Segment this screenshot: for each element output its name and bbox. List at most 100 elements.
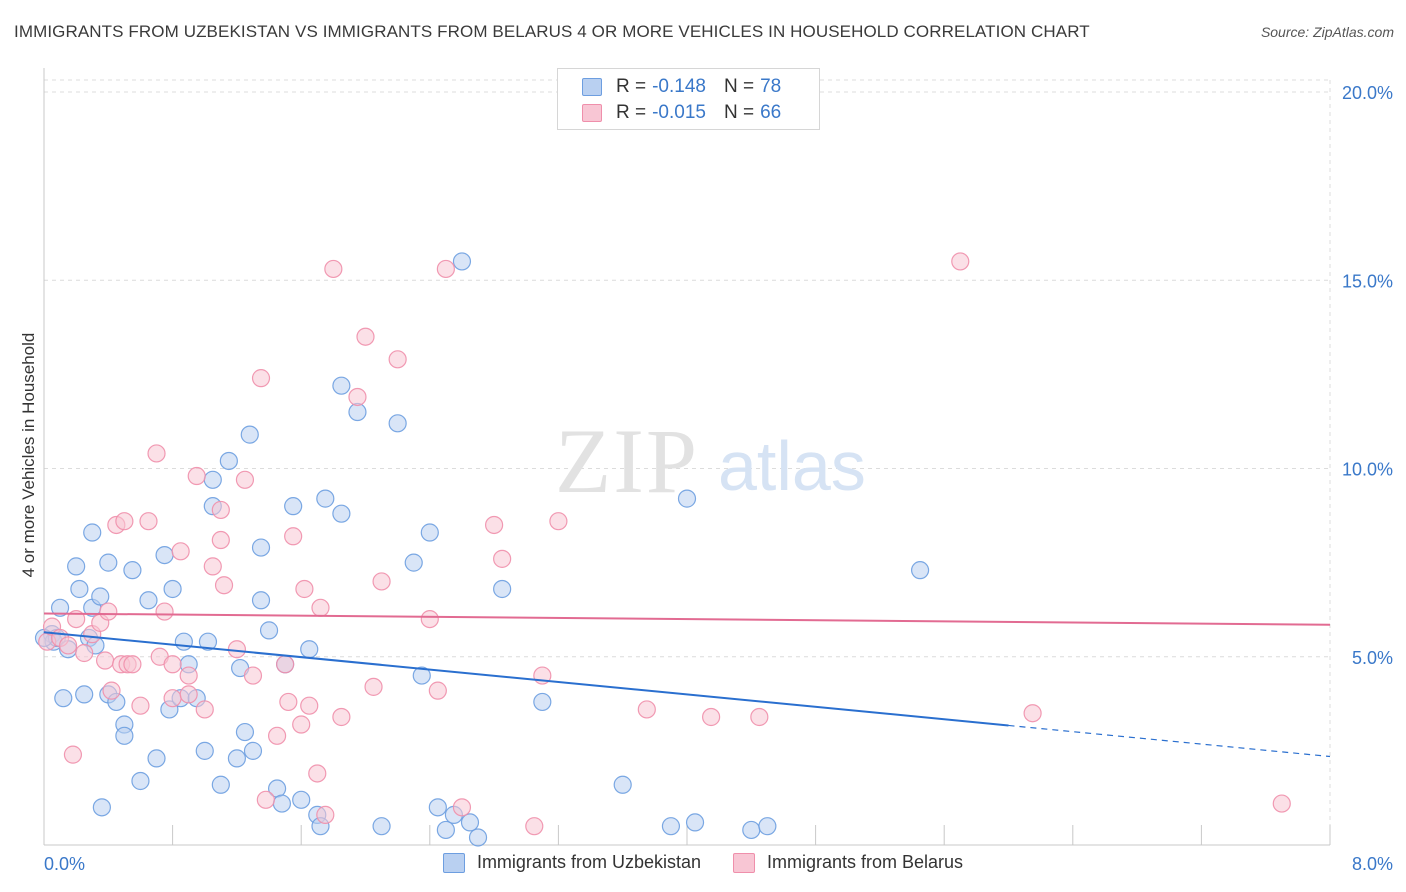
belarus-point <box>211 530 230 550</box>
uzbekistan-point <box>685 813 705 832</box>
belarus-point <box>276 655 295 674</box>
uzbekistan-point <box>428 798 447 817</box>
tick-labels: 5.0% 10.0% 15.0% 20.0% 0.0% 8.0% <box>44 83 1393 874</box>
belarus-point <box>316 805 335 824</box>
uzbekistan-point <box>227 749 246 768</box>
uzbekistan-point <box>91 587 110 606</box>
belarus-point <box>171 542 190 561</box>
belarus-point <box>493 549 512 568</box>
belarus-point <box>364 677 383 696</box>
uzbekistan-trend-line <box>43 631 1009 727</box>
belarus-trend-line <box>43 612 1331 626</box>
belarus-point <box>300 696 319 715</box>
belarus-point <box>279 692 298 712</box>
belarus-point <box>235 470 255 489</box>
belarus-point <box>95 651 115 670</box>
uzbekistan-point <box>316 489 335 508</box>
belarus-point <box>139 512 158 531</box>
uzbekistan-point <box>99 553 118 572</box>
belarus-point <box>211 500 230 520</box>
legend-r-value: -0.148 <box>652 76 706 97</box>
uzbekistan-point <box>388 414 407 433</box>
uzbekistan-point <box>70 579 89 599</box>
uzbekistan-point <box>742 820 761 840</box>
belarus-point <box>308 764 327 783</box>
belarus-point <box>203 557 222 576</box>
belarus-point <box>951 252 970 271</box>
uzbekistan-point <box>613 775 632 794</box>
uzbekistan-point <box>332 504 351 523</box>
trend-lines <box>43 612 1331 758</box>
belarus-point <box>372 572 391 591</box>
belarus-point <box>163 689 182 708</box>
uzbekistan-point <box>677 489 697 508</box>
belarus-point <box>256 790 275 809</box>
uzbekistan-point <box>272 794 292 813</box>
belarus-point <box>1023 704 1042 723</box>
uzbekistan-point <box>67 557 86 576</box>
belarus-point <box>292 715 311 734</box>
legend-r-label: R = <box>616 102 647 123</box>
uzbekistan-point <box>436 820 455 840</box>
uzbekistan-point <box>493 579 512 599</box>
uzbekistan-point <box>174 632 193 651</box>
belarus-point <box>525 817 544 836</box>
y-axis-label: 4 or more Vehicles in Household <box>19 333 38 578</box>
belarus-point <box>356 327 375 346</box>
legend-swatch-belarus <box>733 852 755 873</box>
belarus-point <box>63 745 83 764</box>
belarus-point <box>115 512 134 531</box>
uzbekistan-point <box>115 726 134 745</box>
uzbekistan-point <box>758 817 777 836</box>
uzbekistan-point <box>292 790 311 809</box>
legend-n-label: N = <box>723 76 755 97</box>
uzbekistan-point <box>131 771 150 791</box>
legend-swatch-uzbekistan <box>582 78 602 96</box>
uzbekistan-point <box>83 523 102 542</box>
uzbekistan-trend-extension <box>1008 724 1331 758</box>
uzbekistan-point <box>75 685 94 704</box>
y-tick-label: 5.0% <box>1352 648 1393 668</box>
belarus-point <box>102 681 121 700</box>
correlation-legend: R = -0.148 N = 78 R = -0.015 N = 66 <box>557 68 820 130</box>
belarus-point <box>251 369 271 388</box>
legend-r-value: -0.015 <box>652 102 706 123</box>
belarus-point <box>485 515 504 535</box>
legend-n-label: N = <box>723 102 755 123</box>
belarus-point <box>123 655 142 674</box>
belarus-point <box>195 700 214 719</box>
uzbekistan-point <box>163 579 182 599</box>
belarus-point <box>99 602 118 621</box>
uzbekistan-point <box>348 402 367 422</box>
belarus-point <box>295 579 314 599</box>
belarus-point <box>187 466 206 486</box>
belarus-point <box>243 666 263 685</box>
uzbekistan-point <box>139 591 158 610</box>
uzbekistan-point <box>147 749 166 768</box>
belarus-point <box>179 666 198 685</box>
series-legend: Immigrants from Uzbekistan Immigrants fr… <box>0 852 1406 873</box>
uzbekistan-point <box>460 813 480 832</box>
uzbekistan-point <box>219 451 238 471</box>
uzbekistan-point <box>198 632 218 651</box>
belarus-point <box>549 512 568 531</box>
y-tick-label: 10.0% <box>1342 460 1393 480</box>
chart-title: IMMIGRANTS FROM UZBEKISTAN VS IMMIGRANTS… <box>14 22 1090 41</box>
legend-item-belarus: Immigrants from Belarus <box>733 852 963 873</box>
uzbekistan-point <box>300 640 319 659</box>
uzbekistan-point <box>235 722 255 742</box>
uzbekistan-point <box>243 741 263 760</box>
uzbekistan-point <box>284 497 303 516</box>
uzbekistan-point <box>372 817 391 836</box>
uzbekistan-point <box>412 666 431 685</box>
legend-label-uzbekistan: Immigrants from Uzbekistan <box>476 852 701 872</box>
belarus-point <box>332 707 351 727</box>
uzbekistan-point <box>452 252 472 271</box>
x-tick-label: 8.0% <box>1352 854 1393 874</box>
zipatlas-watermark: ZIP atlas <box>555 410 866 512</box>
legend-label-belarus: Immigrants from Belarus <box>767 852 964 872</box>
belarus-point <box>637 700 656 719</box>
legend-row-belarus: R = -0.015 N = 66 <box>582 101 781 125</box>
uzbekistan-point <box>259 621 279 640</box>
